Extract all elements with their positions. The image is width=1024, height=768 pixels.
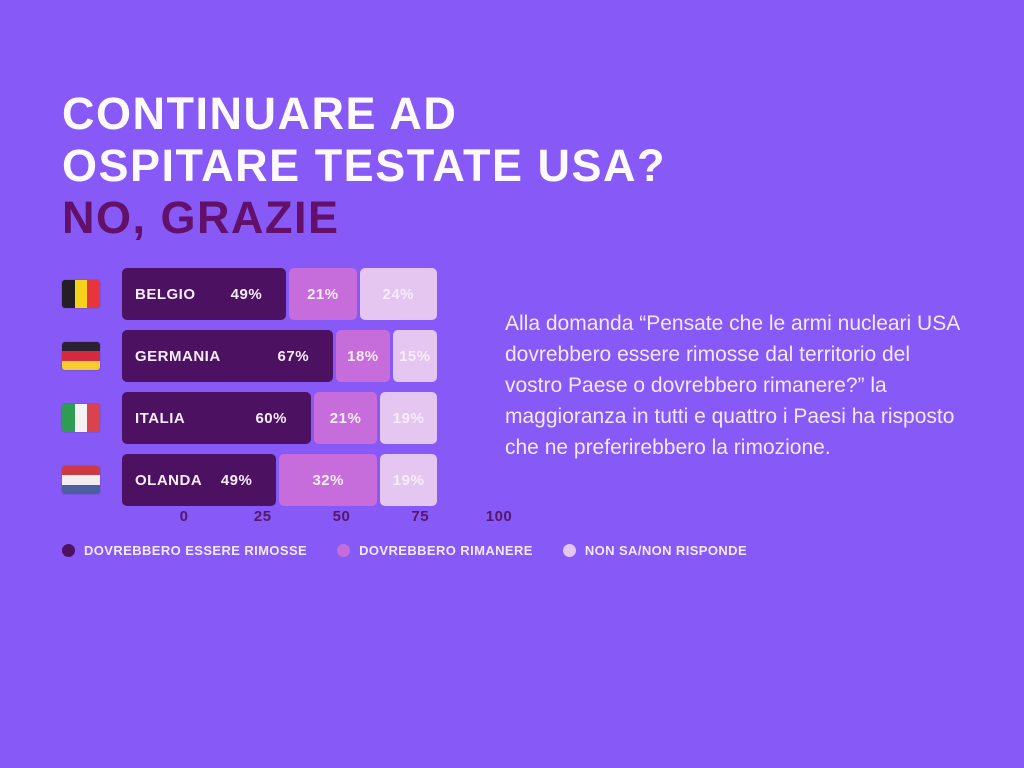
flag-stripe <box>62 342 100 352</box>
belgium-flag <box>62 280 100 308</box>
bar-segment: 19% <box>380 392 437 444</box>
value-label: 19% <box>392 409 425 427</box>
title-line-2: OSPITARE TESTATE USA? <box>62 140 667 191</box>
flag-stripe <box>62 280 75 308</box>
legend-label: DOVREBBERO RIMANERE <box>359 543 533 558</box>
bar-segment: 24% <box>359 268 437 320</box>
stacked-bar: BELGIO 49% 21% 24% <box>122 268 437 320</box>
value-label: 21% <box>329 409 362 427</box>
x-axis-tick-label: 25 <box>253 508 272 525</box>
bar-segment: BELGIO 49% <box>122 268 287 320</box>
flag-stripe <box>74 280 88 308</box>
title-line-1: CONTINUARE AD <box>62 88 458 139</box>
x-axis-tick-label: 100 <box>485 508 513 525</box>
legend-label: DOVREBBERO ESSERE RIMOSSE <box>84 543 308 558</box>
x-axis-tick-label: 75 <box>411 508 430 525</box>
value-label: 21% <box>307 285 339 303</box>
value-label: 18% <box>347 347 379 365</box>
legend-item-nonsa: NON SA/NON RISPONDE <box>562 543 748 558</box>
bar-segment: ITALIA 60% <box>122 392 311 444</box>
x-axis-tick-label: 50 <box>332 508 351 525</box>
bar-segment: 32% <box>279 454 378 506</box>
chart-row: ITALIA 60% 21% 19% <box>62 392 482 444</box>
flag-stripe <box>74 404 88 432</box>
x-axis-tick-label: 0 <box>179 508 189 525</box>
chart-row: OLANDA 49% 32% 19% <box>62 454 482 506</box>
bar-segment: GERMANIA 67% <box>122 330 334 382</box>
chart-row: GERMANIA 67% 18% 15% <box>62 330 482 382</box>
flag-stripe <box>62 466 100 476</box>
flag-stripe <box>62 475 100 485</box>
value-label: 15% <box>399 347 431 365</box>
country-label: ITALIA <box>135 409 186 427</box>
legend-item-rimosse: DOVREBBERO ESSERE RIMOSSE <box>62 543 307 558</box>
value-label: 60% <box>255 409 287 427</box>
value-label: 24% <box>382 285 415 303</box>
stacked-bar-chart: BELGIO 49% 21% 24% GERMANIA 67% 18% 15% ITALIA 60… <box>62 268 482 516</box>
flag-stripe <box>62 360 100 370</box>
bar-segment: OLANDA 49% <box>122 454 277 506</box>
flag-stripe <box>62 484 100 494</box>
flag-stripe <box>62 351 100 361</box>
stacked-bar: GERMANIA 67% 18% 15% <box>122 330 437 382</box>
bar-segment: 15% <box>392 330 437 382</box>
legend-item-rimanere: DOVREBBERO RIMANERE <box>337 543 533 558</box>
germany-flag <box>62 342 100 370</box>
flag-stripe <box>62 404 75 432</box>
description-paragraph: Alla domanda “Pensate che le armi nuclea… <box>505 312 960 459</box>
country-label: OLANDA <box>135 471 203 489</box>
value-label: 32% <box>312 471 344 489</box>
italy-flag <box>62 404 100 432</box>
value-label: 49% <box>220 471 253 489</box>
country-label: GERMANIA <box>135 347 221 365</box>
bar-segment: 19% <box>380 454 437 506</box>
chart-row: BELGIO 49% 21% 24% <box>62 268 482 320</box>
x-axis: 0 25 50 75 100 <box>180 508 512 526</box>
legend-dot-rimanere <box>337 544 351 557</box>
netherlands-flag <box>62 466 100 494</box>
bar-segment: 21% <box>314 392 378 444</box>
flag-stripe <box>87 280 100 308</box>
value-label: 19% <box>392 471 425 489</box>
stacked-bar: ITALIA 60% 21% 19% <box>122 392 437 444</box>
legend-dot-rimosse <box>62 544 75 557</box>
flag-stripe <box>87 404 100 432</box>
bar-segment: 18% <box>336 330 390 382</box>
legend-dot-nonsa <box>562 544 576 557</box>
value-label: 49% <box>230 285 263 303</box>
title-line-3: NO, GRAZIE <box>62 192 340 243</box>
country-label: BELGIO <box>135 285 196 303</box>
legend-label: NON SA/NON RISPONDE <box>584 543 748 558</box>
stacked-bar: OLANDA 49% 32% 19% <box>122 454 437 506</box>
page-title: CONTINUARE AD OSPITARE TESTATE USA? NO, … <box>62 88 666 244</box>
value-label: 67% <box>277 347 310 365</box>
bar-segment: 21% <box>289 268 357 320</box>
chart-legend: DOVREBBERO ESSERE RIMOSSE DOVREBBERO RIM… <box>62 543 747 558</box>
